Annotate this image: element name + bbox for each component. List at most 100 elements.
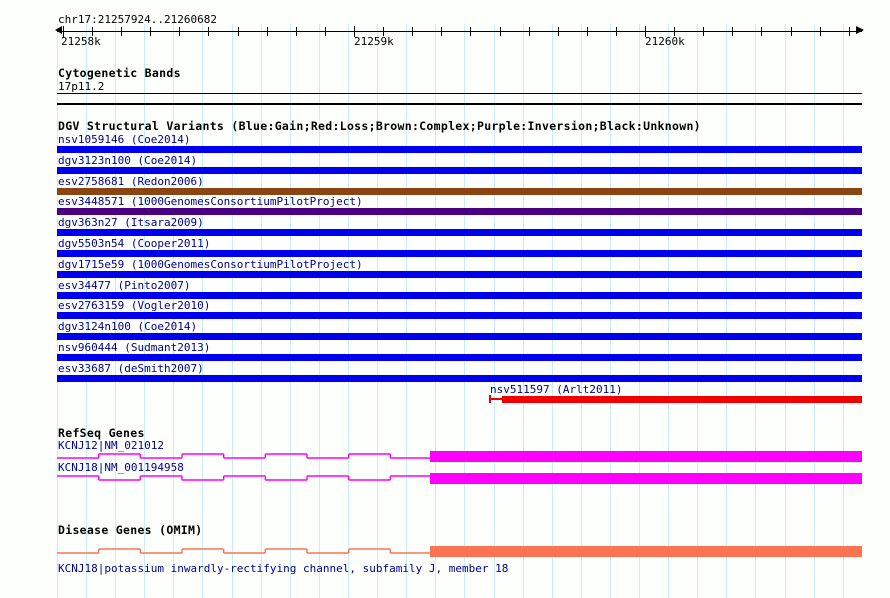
gridline xyxy=(435,24,436,598)
gridline xyxy=(697,24,698,598)
dgv-track-label[interactable]: dgv1715e59 (1000GenomesConsortiumPilotPr… xyxy=(58,258,363,271)
dgv-track-label[interactable]: nsv1059146 (Coe2014) xyxy=(58,133,191,146)
omim-intron-line xyxy=(57,545,432,557)
refseq-exon-block[interactable] xyxy=(430,451,862,462)
dgv-variant-bar[interactable] xyxy=(57,312,862,319)
gridline xyxy=(319,24,320,598)
section-title-dgv-structural-variants: DGV Structural Variants (Blue:Gain;Red:L… xyxy=(58,119,701,133)
ruler-tick-minor xyxy=(500,27,501,36)
dgv-track-label[interactable]: dgv363n27 (Itsara2009) xyxy=(58,216,204,229)
gridline xyxy=(115,24,116,598)
ruler-tick-minor xyxy=(791,27,792,36)
refseq-gene-label[interactable]: KCNJ18|NM_001194958 xyxy=(58,461,184,474)
ruler-tick-minor xyxy=(732,27,733,36)
ruler-tick-major xyxy=(354,26,355,37)
ruler-tick-minor xyxy=(587,27,588,36)
gridline xyxy=(639,24,640,598)
omim-gene-label[interactable]: KCNJ18|potassium inwardly-rectifying cha… xyxy=(58,562,509,575)
dgv-variant-bar[interactable] xyxy=(57,208,862,215)
cytoband-label: 17p11.2 xyxy=(58,80,105,93)
dgv-variant-bar[interactable] xyxy=(57,375,862,382)
gridline xyxy=(726,24,727,598)
gridline xyxy=(785,24,786,598)
refseq-exon-block[interactable] xyxy=(430,473,862,484)
dgv-variant-bar[interactable] xyxy=(57,188,862,195)
dgv-variant-bar[interactable] xyxy=(57,271,862,278)
ruler-tick-minor xyxy=(441,27,442,36)
omim-exon-block[interactable] xyxy=(430,546,862,557)
dgv-track-label[interactable]: esv2758681 (Redon2006) xyxy=(58,175,204,188)
dgv-variant-bar[interactable] xyxy=(57,333,862,340)
gridline xyxy=(755,24,756,598)
dgv-variant-bar[interactable] xyxy=(57,146,862,153)
ruler-tick-minor xyxy=(325,27,326,36)
ruler-tick-label-2: 21260k xyxy=(645,35,685,48)
dgv-variant-bar[interactable] xyxy=(57,292,862,299)
section-title-disease-genes-omim: Disease Genes (OMIM) xyxy=(58,523,203,537)
section-title-cytogenetic-bands: Cytogenetic Bands xyxy=(58,66,181,80)
gridline xyxy=(144,24,145,598)
gridline xyxy=(843,24,844,598)
ruler-tick-minor xyxy=(703,27,704,36)
gridline xyxy=(348,24,349,598)
ruler-tick-label-0: 21258k xyxy=(61,35,101,48)
ruler-tick-minor xyxy=(529,27,530,36)
locus-label: chr17:21257924..21260682 xyxy=(58,13,217,26)
ruler-tick-minor xyxy=(208,27,209,36)
dgv-track-label[interactable]: esv34477 (Pinto2007) xyxy=(58,279,191,292)
ruler-tick-major xyxy=(63,26,64,37)
ruler-tick-minor xyxy=(761,27,762,36)
gridline xyxy=(232,24,233,598)
dgv-variant-bar[interactable] xyxy=(502,396,862,403)
gridline xyxy=(668,24,669,598)
gridline xyxy=(202,24,203,598)
ruler-tick-minor xyxy=(820,27,821,36)
gridline xyxy=(581,24,582,598)
dgv-track-label[interactable]: esv33687 (deSmith2007) xyxy=(58,362,204,375)
gridline xyxy=(86,24,87,598)
dgv-variant-bar[interactable] xyxy=(57,250,862,257)
ruler-tick-minor xyxy=(674,27,675,36)
ruler-tick-minor xyxy=(383,27,384,36)
dgv-track-label[interactable]: dgv3123n100 (Coe2014) xyxy=(58,154,198,167)
ruler-tick-major xyxy=(645,26,646,37)
ruler-axis-line xyxy=(57,31,862,32)
section-title-refseq-genes: RefSeq Genes xyxy=(58,426,145,440)
gridline xyxy=(494,24,495,598)
ruler-tick-label-1: 21259k xyxy=(354,35,394,48)
gridline xyxy=(173,24,174,598)
ruler-tick-minor xyxy=(92,27,93,36)
refseq-intron-line xyxy=(57,472,432,484)
dgv-variant-bar[interactable] xyxy=(57,167,862,174)
cytoband-rule-bottom xyxy=(57,103,862,105)
ruler-tick-minor xyxy=(267,27,268,36)
dgv-track-label[interactable]: esv2763159 (Vogler2010) xyxy=(58,299,211,312)
gridline xyxy=(406,24,407,598)
ruler-tick-minor xyxy=(238,27,239,36)
ruler-tick-minor xyxy=(558,27,559,36)
dgv-track-label[interactable]: dgv3124n100 (Coe2014) xyxy=(58,320,198,333)
ruler-right-arrow-icon xyxy=(856,26,864,34)
ruler-tick-minor xyxy=(616,27,617,36)
refseq-gene-label[interactable]: KCNJ12|NM_021012 xyxy=(58,439,164,452)
gridline xyxy=(57,24,58,598)
dgv-track-label[interactable]: esv3448571 (1000GenomesConsortiumPilotPr… xyxy=(58,195,363,208)
dgv-track-label[interactable]: nsv511597 (Arlt2011) xyxy=(490,383,623,396)
gridline xyxy=(464,24,465,598)
cytoband-rule-top xyxy=(57,93,862,94)
ruler-tick-minor xyxy=(121,27,122,36)
dgv-variant-bar[interactable] xyxy=(57,229,862,236)
gridline xyxy=(814,24,815,598)
ruler-tick-minor xyxy=(179,27,180,36)
dgv-track-label[interactable]: nsv960444 (Sudmant2013) xyxy=(58,341,211,354)
refseq-intron-line xyxy=(57,450,432,462)
ruler-tick-minor xyxy=(150,27,151,36)
gridline xyxy=(523,24,524,598)
gridline xyxy=(377,24,378,598)
dgv-variant-bar[interactable] xyxy=(57,354,862,361)
ruler-tick-minor xyxy=(470,27,471,36)
gridline xyxy=(261,24,262,598)
dgv-track-label[interactable]: dgv5503n54 (Cooper2011) xyxy=(58,237,211,250)
dgv-truncation-leader xyxy=(489,398,502,400)
